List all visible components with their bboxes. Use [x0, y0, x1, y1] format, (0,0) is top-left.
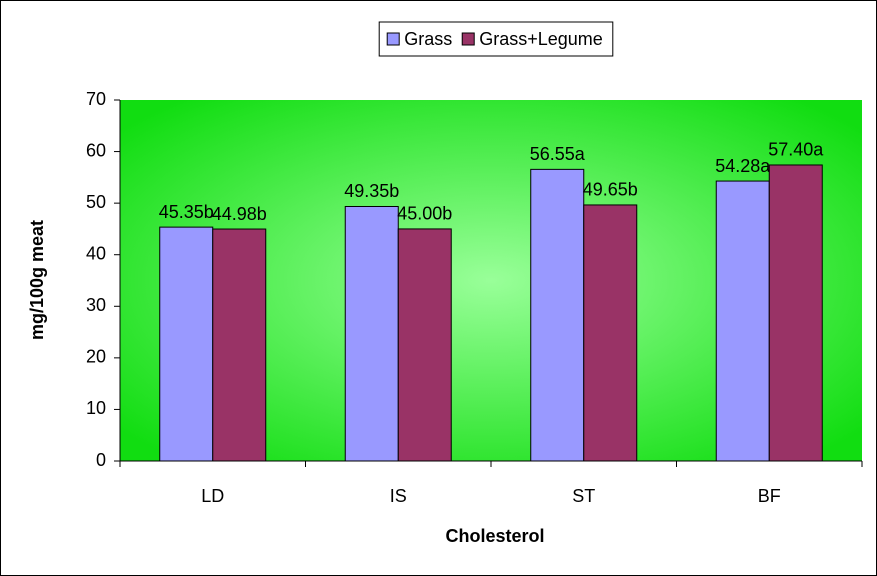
y-tick-label: 40 — [86, 243, 106, 263]
value-label: 56.55a — [530, 144, 586, 164]
chart: Cholesterol mg/100g meat 0 10 20 30 40 50 60 70… — [0, 0, 877, 576]
legend-label: Grass+Legume — [479, 29, 603, 49]
bar — [584, 205, 637, 461]
bar — [398, 229, 451, 461]
y-tick-label: 10 — [86, 398, 106, 418]
bar — [769, 165, 822, 461]
y-axis-label: mg/100g meat — [27, 220, 47, 340]
bar — [160, 227, 213, 461]
value-label: 44.98b — [212, 204, 267, 224]
y-tick-label: 70 — [86, 89, 106, 109]
x-tick-label: ST — [572, 486, 595, 506]
x-tick-label: LD — [201, 486, 224, 506]
value-label: 45.35b — [159, 202, 214, 222]
x-axis-label: Cholesterol — [445, 526, 544, 546]
y-tick-label: 0 — [96, 450, 106, 470]
value-label: 45.00b — [397, 204, 452, 224]
x-tick-label: IS — [390, 486, 407, 506]
legend-swatch — [387, 33, 399, 45]
value-label: 57.40a — [768, 140, 824, 160]
value-label: 49.35b — [344, 181, 399, 201]
bar — [345, 206, 398, 461]
x-tick-label: BF — [758, 486, 781, 506]
bar — [213, 229, 266, 461]
y-tick-label: 50 — [86, 192, 106, 212]
value-label: 49.65b — [583, 180, 638, 200]
bar — [531, 169, 584, 461]
y-tick-label: 30 — [86, 295, 106, 315]
bar — [716, 181, 769, 461]
y-tick-label: 20 — [86, 347, 106, 367]
y-tick-label: 60 — [86, 140, 106, 160]
value-label: 54.28a — [715, 156, 771, 176]
legend-swatch — [462, 33, 474, 45]
legend-label: Grass — [404, 29, 452, 49]
